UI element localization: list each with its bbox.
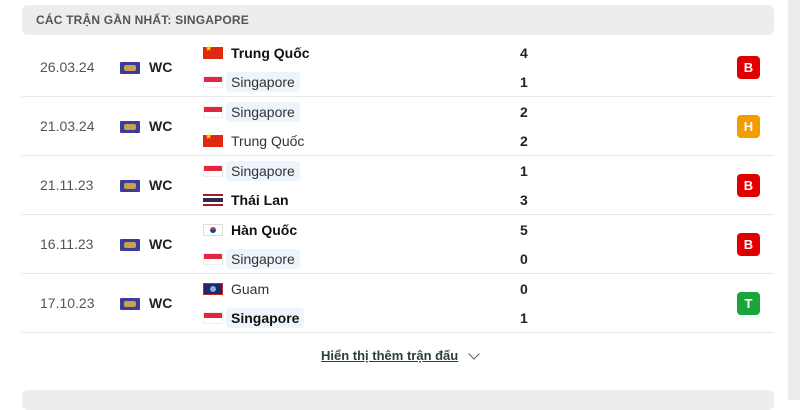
away-team: Singapore <box>203 71 300 93</box>
flag-icon <box>203 283 223 295</box>
team-name: Singapore <box>226 72 300 92</box>
match-date: 16.11.23 <box>40 236 94 252</box>
world-cup-icon <box>120 180 140 192</box>
flag-icon <box>203 224 223 236</box>
next-section-header <box>22 390 774 410</box>
show-more-label: Hiển thị thêm trận đấu <box>321 348 459 363</box>
flag-icon <box>203 44 223 59</box>
home-score: 2 <box>520 104 528 120</box>
result-badge: H <box>737 115 760 138</box>
team-name: Hàn Quốc <box>231 222 298 238</box>
away-team: Trung Quốc <box>203 130 309 152</box>
away-score: 3 <box>520 192 528 208</box>
home-score: 4 <box>520 45 528 61</box>
team-name: Singapore <box>226 249 300 269</box>
away-score: 1 <box>520 310 528 326</box>
home-score: 5 <box>520 222 528 238</box>
competition: WC <box>149 295 173 311</box>
flag-icon <box>203 76 223 88</box>
away-score: 0 <box>520 251 528 267</box>
match-date: 21.03.24 <box>40 118 95 134</box>
result-badge: B <box>737 174 760 197</box>
scroll-gutter <box>788 0 800 400</box>
home-team: Singapore <box>203 160 300 182</box>
flag-icon <box>203 312 223 324</box>
home-team: Trung Quốc <box>203 42 315 64</box>
world-cup-icon <box>120 298 140 310</box>
match-date: 21.11.23 <box>40 177 94 193</box>
match-row[interactable]: 21.03.24 WC Singapore Trung Quốc 2 2 H <box>22 97 774 156</box>
away-team: Thái Lan <box>203 189 294 211</box>
result-badge: B <box>737 233 760 256</box>
team-name: Singapore <box>226 102 300 122</box>
match-date: 26.03.24 <box>40 59 95 75</box>
world-cup-icon <box>120 62 140 74</box>
team-name: Guam <box>231 281 270 297</box>
team-name: Thái Lan <box>231 192 289 208</box>
competition: WC <box>149 59 173 75</box>
team-name: Singapore <box>226 161 300 181</box>
away-team: Singapore <box>203 307 305 329</box>
chevron-down-icon <box>468 347 480 360</box>
competition: WC <box>149 118 173 134</box>
home-team: Singapore <box>203 101 300 123</box>
away-team: Singapore <box>203 248 300 270</box>
away-score: 1 <box>520 74 528 90</box>
home-team: Hàn Quốc <box>203 219 302 241</box>
match-row[interactable]: 16.11.23 WC Hàn Quốc Singapore 5 0 B <box>22 215 774 274</box>
home-team: Guam <box>203 278 274 300</box>
flag-icon <box>203 253 223 265</box>
flag-icon <box>203 165 223 177</box>
show-more-button[interactable]: Hiển thị thêm trận đấu <box>321 347 480 363</box>
world-cup-icon <box>120 121 140 133</box>
flag-icon <box>203 132 223 147</box>
home-score: 1 <box>520 163 528 179</box>
match-row[interactable]: 17.10.23 WC Guam Singapore 0 1 T <box>22 274 774 333</box>
team-name: Trung Quốc <box>231 133 305 149</box>
team-name: Trung Quốc <box>231 45 310 61</box>
result-badge: B <box>737 56 760 79</box>
away-score: 2 <box>520 133 528 149</box>
match-row[interactable]: 21.11.23 WC Singapore Thái Lan 1 3 B <box>22 156 774 215</box>
team-name: Singapore <box>226 308 305 328</box>
match-date: 17.10.23 <box>40 295 95 311</box>
competition: WC <box>149 177 173 193</box>
flag-icon <box>203 194 223 206</box>
competition: WC <box>149 236 173 252</box>
match-row[interactable]: 26.03.24 WC Trung Quốc Singapore 4 1 B <box>22 38 774 97</box>
result-badge: T <box>737 292 760 315</box>
flag-icon <box>203 106 223 118</box>
match-list: 26.03.24 WC Trung Quốc Singapore 4 1 B21… <box>22 38 774 333</box>
section-header: CÁC TRẬN GẦN NHẤT: SINGAPORE <box>22 5 774 35</box>
world-cup-icon <box>120 239 140 251</box>
home-score: 0 <box>520 281 528 297</box>
